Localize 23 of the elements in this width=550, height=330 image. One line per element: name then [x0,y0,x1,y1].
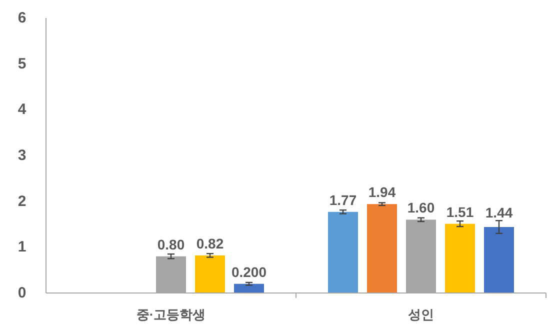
data-label: 0.80 [157,236,185,252]
bar [328,212,358,293]
x-tick-label: 성인 [408,307,434,322]
x-tick-label: 중·고등학생 [136,307,206,322]
bar [445,224,475,293]
data-label: 1.94 [368,184,396,200]
data-label: 0.82 [196,235,224,252]
data-label: 0.200 [231,264,267,280]
bar [367,204,397,293]
data-label: 1.51 [446,204,474,220]
data-label: 1.77 [329,192,357,208]
bar [484,227,514,293]
y-tick-label: 1 [18,238,26,256]
y-tick-label: 2 [18,192,26,210]
data-label: 1.60 [407,200,435,216]
y-tick-label: 4 [18,101,27,118]
y-tick-label: 0 [18,284,26,302]
data-label: 1.44 [485,204,513,221]
y-tick-label: 5 [18,55,26,72]
y-tick-label: 3 [18,147,26,164]
bar [234,284,264,293]
bar [195,255,225,293]
y-tick-label: 6 [18,10,26,26]
